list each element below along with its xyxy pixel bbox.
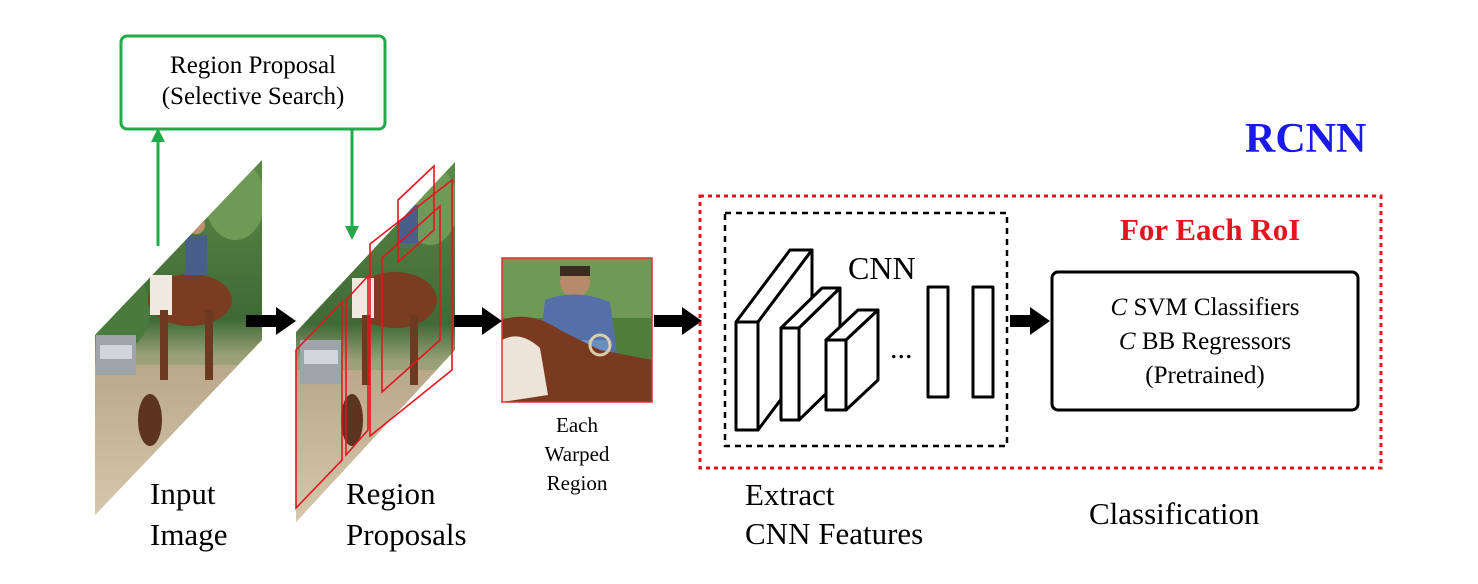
diagram-title: RCNN (1245, 116, 1366, 162)
proposal-arrows (151, 128, 359, 246)
region-proposal-box: Region Proposal (Selective Search) (119, 34, 387, 131)
caption-classification: Classification (1089, 496, 1260, 531)
classifier-line3: (Pretrained) (1145, 362, 1264, 389)
captions: Input Image Region Proposals Each Warped… (150, 413, 1260, 552)
caption-warped-3: Region (547, 471, 608, 495)
classifier-line2-italic: C (1119, 328, 1136, 355)
region-proposal-line2: (Selective Search) (162, 83, 345, 110)
cnn-layer-3 (824, 308, 880, 412)
roi-label: For Each RoI (1120, 212, 1300, 247)
svg-text:C BB Regressors: C BB Regressors (1119, 328, 1291, 355)
cnn-fc-2 (971, 285, 995, 399)
cnn-label: CNN (848, 250, 916, 286)
warped-region-image (501, 257, 653, 403)
cnn-ellipsis: ... (890, 332, 913, 365)
flow-arrows (246, 307, 1050, 335)
region-proposal-line1: Region Proposal (170, 52, 336, 79)
arrow-input-to-proposals (246, 307, 296, 335)
region-proposals-image (295, 162, 455, 522)
caption-warped-2: Warped (545, 442, 610, 466)
caption-extract-2: CNN Features (745, 516, 923, 551)
arrow-proposals-to-warp (454, 307, 502, 335)
cnn-layers (734, 248, 995, 432)
input-image (95, 160, 262, 515)
caption-proposals-2: Proposals (346, 517, 467, 552)
caption-warped-1: Each (556, 413, 598, 437)
svg-text:C SVM Classifiers: C SVM Classifiers (1111, 294, 1300, 321)
classifier-box: C SVM Classifiers C BB Regressors (Pretr… (1050, 270, 1360, 412)
arrow-cnn-to-classifier (1010, 307, 1050, 335)
arrow-warp-to-cnn (654, 307, 702, 335)
roi-dotted-frame (698, 194, 1383, 470)
classifier-line1-italic: C (1111, 294, 1128, 321)
caption-proposals-1: Region (346, 476, 436, 511)
cnn-fc-1 (926, 285, 950, 399)
cnn-dashed-frame (723, 211, 1009, 448)
caption-input-2: Image (150, 517, 227, 552)
caption-extract-1: Extract (745, 477, 835, 512)
caption-input-1: Input (150, 476, 216, 511)
classifier-line1-rest: SVM Classifiers (1127, 294, 1299, 321)
classifier-line2-rest: BB Regressors (1136, 328, 1292, 355)
